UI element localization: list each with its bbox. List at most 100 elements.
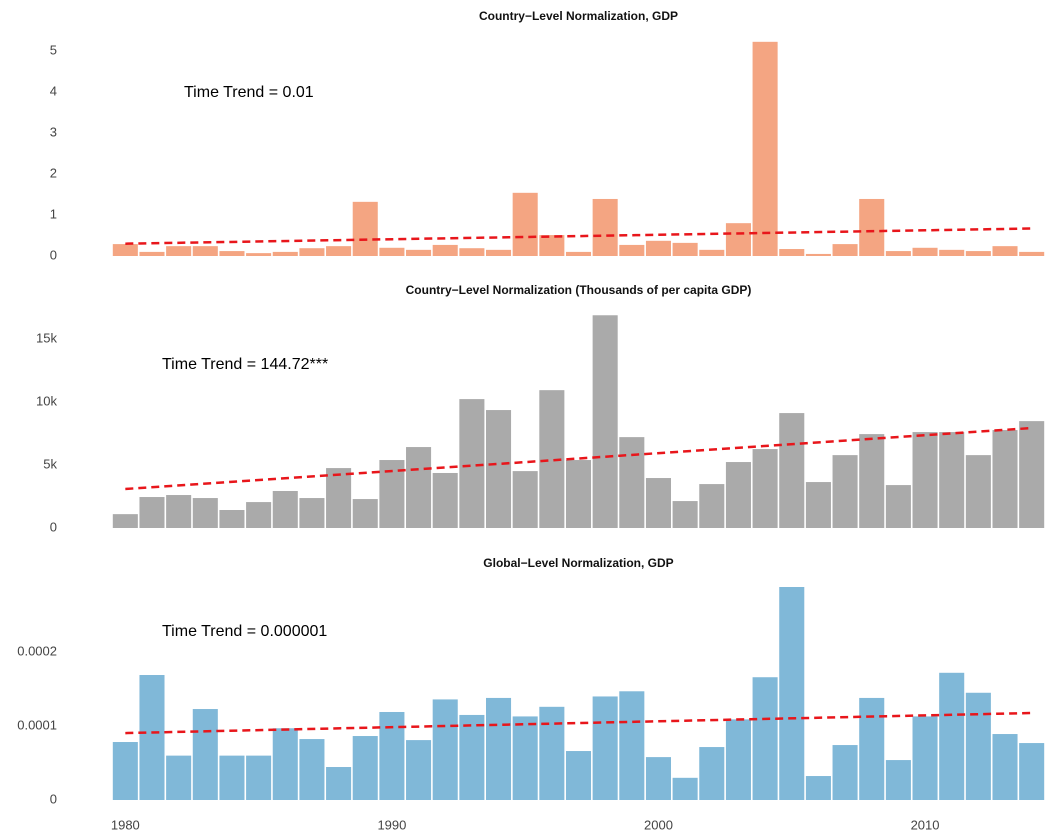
bar [752,41,778,256]
y-tick-label: 5k [43,456,57,471]
bar [299,739,325,800]
bar [299,498,325,528]
bar [512,471,538,528]
y-tick-label: 10k [36,394,57,409]
bar [432,699,458,800]
bar [219,755,245,800]
bar [939,432,965,528]
y-tick-label: 3 [50,124,57,139]
bar [272,490,298,528]
bar [459,248,485,256]
bar [432,472,458,528]
bar [486,410,512,528]
bar [326,468,352,528]
bar [805,482,831,528]
bar [859,198,885,256]
bar [912,432,938,528]
y-tick-label: 0.0002 [17,644,57,659]
bar [166,246,192,256]
bar [486,697,512,800]
bar [725,462,751,528]
chart-title: Global−Level Normalization, GDP [483,556,673,570]
bar [326,246,352,256]
chart-title: Country−Level Normalization (Thousands o… [406,283,752,297]
bar [139,251,165,256]
bar [565,751,592,800]
bar [379,247,405,256]
bar [752,449,778,528]
bar [699,249,725,256]
bar [672,777,698,800]
bar [965,692,991,800]
bar [885,485,911,528]
bar [992,734,1018,800]
bar [112,742,138,800]
bar [486,249,512,256]
bar [459,399,485,528]
y-tick-label: 4 [50,83,57,98]
y-tick-label: 15k [36,331,57,346]
trend-line [125,227,1032,245]
bar [672,501,698,528]
x-tick-label: 2000 [644,817,673,832]
bar [352,736,378,800]
bar [619,437,645,528]
annotation: Time Trend = 0.000001 [162,623,327,640]
bar [805,776,831,800]
bar [592,315,618,528]
bar [832,244,858,256]
bar [192,709,218,800]
y-tick-label: 5 [50,42,57,57]
bar [112,514,138,528]
bar [246,502,272,528]
bar [939,672,965,800]
trend-line [125,711,1032,735]
bar [246,755,272,800]
bar [352,201,378,256]
bar [1019,421,1045,528]
chart-title: Country−Level Normalization, GDP [479,9,678,23]
y-tick-label: 2 [50,165,57,180]
y-tick-label: 0 [50,791,57,806]
bar [832,745,858,800]
bar [166,755,192,800]
bar [752,677,778,800]
bar [219,251,245,256]
x-tick-label: 1990 [377,817,406,832]
bar [379,711,405,800]
bar [832,455,858,528]
bar [272,728,298,800]
y-tick-label: 0 [50,247,57,262]
bar [592,198,618,256]
bar [699,747,725,800]
bar [192,498,218,528]
bar [192,246,218,256]
bar [779,249,805,256]
bar [565,251,592,256]
bar [779,413,805,528]
bar [939,249,965,256]
bar [139,497,165,528]
bar [779,587,805,800]
bar [619,244,645,256]
bar [859,434,885,528]
y-tick-label: 0.0001 [17,717,57,732]
x-tick-label: 1980 [111,817,140,832]
bar [166,495,192,528]
bar [139,675,165,800]
bar [699,484,725,528]
bar [645,240,671,256]
bar [539,235,565,256]
bar [645,478,671,528]
bar [859,697,885,800]
annotation: Time Trend = 0.01 [184,84,314,101]
bar [406,249,432,256]
bar [912,247,938,256]
bar [992,430,1018,528]
bar [539,706,565,800]
bar [965,251,991,256]
bar [565,460,592,528]
y-tick-label: 0 [50,519,57,534]
bar [272,251,298,256]
bar [219,509,245,528]
